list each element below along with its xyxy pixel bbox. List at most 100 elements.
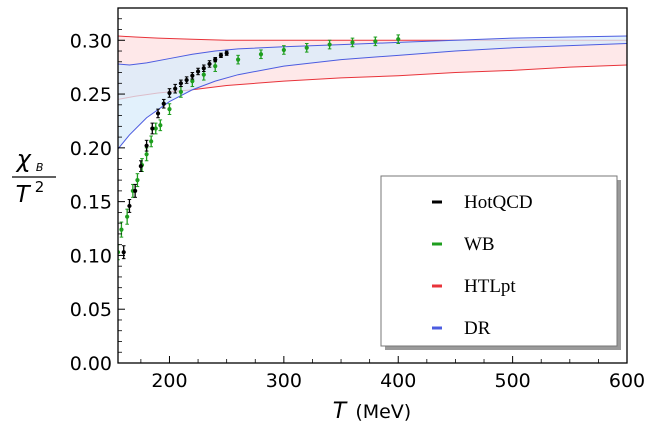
marker-hotqcd <box>190 73 195 78</box>
y-axis-title-denominator: T 2 <box>16 178 45 208</box>
marker-wb <box>135 178 140 183</box>
point-wb <box>167 103 172 115</box>
marker-hotqcd <box>133 188 138 193</box>
point-wb <box>236 54 241 65</box>
point-hotqcd <box>167 88 172 98</box>
point-hotqcd <box>190 72 195 80</box>
marker-hotqcd <box>155 111 161 116</box>
marker-hotqcd <box>127 203 132 209</box>
point-hotqcd <box>133 183 138 198</box>
band-dr <box>118 35 627 149</box>
marker-hotqcd <box>167 90 172 96</box>
point-hotqcd <box>218 52 224 58</box>
point-hotqcd <box>173 83 178 94</box>
point-hotqcd <box>207 60 212 68</box>
point-wb <box>396 34 401 44</box>
marker-wb <box>178 89 184 95</box>
x-tick-label: 300 <box>266 370 302 392</box>
marker-wb <box>149 139 154 144</box>
point-hotqcd <box>178 79 184 88</box>
marker-wb <box>236 57 241 62</box>
legend-swatch-htlpt <box>432 284 442 288</box>
legend-entry-wb: WB <box>432 234 495 255</box>
point-hotqcd <box>121 245 126 260</box>
point-wb <box>350 37 355 48</box>
marker-hotqcd <box>150 126 155 131</box>
marker-wb <box>373 39 378 44</box>
x-axis-title-unit: (MeV) <box>355 401 411 423</box>
x-tick-label: 500 <box>494 370 530 392</box>
legend-entry-hotqcd: HotQCD <box>432 192 533 213</box>
point-wb <box>125 208 130 225</box>
marker-wb <box>201 72 206 77</box>
y-tick-label: 0.30 <box>70 30 112 52</box>
legend-entry-dr: DR <box>432 318 491 339</box>
point-hotqcd <box>161 98 166 109</box>
marker-wb <box>125 214 130 219</box>
point-wb <box>119 221 124 238</box>
y-axis-title-chi: χ <box>15 145 32 173</box>
band-layer <box>118 35 627 150</box>
marker-hotqcd <box>207 61 212 67</box>
point-hotqcd <box>201 64 206 72</box>
y-tick-label: 0.00 <box>70 353 112 375</box>
y-axis-title-numerator: χ B <box>15 145 44 174</box>
marker-wb <box>153 126 158 131</box>
point-wb <box>258 49 264 60</box>
y-tick-label: 0.10 <box>70 245 112 267</box>
y-tick-label: 0.20 <box>70 138 112 160</box>
y-tick-label: 0.25 <box>70 84 112 106</box>
point-wb <box>373 36 378 47</box>
y-tick-label: 0.15 <box>70 192 112 214</box>
y-axis-title-t: T <box>16 182 32 208</box>
point-wb <box>158 119 163 132</box>
marker-hotqcd <box>121 250 126 255</box>
marker-wb <box>167 107 172 112</box>
marker-hotqcd <box>161 101 166 106</box>
point-wb <box>153 122 158 135</box>
marker-wb <box>304 45 309 50</box>
marker-hotqcd <box>138 164 143 169</box>
y-axis-title-subscript: B <box>36 161 44 174</box>
y-axis-title: χ B T 2 <box>12 145 56 208</box>
legend-label-hotqcd: HotQCD <box>464 192 533 213</box>
legend-swatch-hotqcd <box>432 200 442 204</box>
point-hotqcd <box>155 108 161 119</box>
ticks-layer: 200 300 400 500 600 0.00 0.05 0.10 0.15 0.20 0.25 0… <box>70 18 645 392</box>
marker-wb <box>258 52 264 57</box>
marker-hotqcd <box>178 81 184 86</box>
point-hotqcd <box>213 56 218 63</box>
marker-wb <box>144 152 149 157</box>
marker-wb <box>190 79 195 84</box>
marker-hotqcd <box>218 53 224 58</box>
y-tick-label: 0.05 <box>70 299 112 321</box>
point-wb <box>149 135 154 148</box>
plot-frame <box>117 7 628 364</box>
legend-swatch-dr <box>432 326 442 330</box>
marker-hotqcd <box>195 69 201 74</box>
point-wb <box>304 43 309 53</box>
marker-wb <box>281 47 286 53</box>
legend-label-wb: WB <box>464 234 495 255</box>
marker-hotqcd <box>184 77 189 83</box>
point-wb <box>281 45 286 55</box>
marker-hotqcd <box>213 57 218 62</box>
marker-wb <box>158 123 163 128</box>
x-axis-title-var: T <box>333 399 348 424</box>
legend-box <box>380 175 618 347</box>
point-hotqcd <box>195 67 201 76</box>
points-layer <box>118 34 401 261</box>
legend-label-dr: DR <box>464 318 491 339</box>
point-wb <box>135 173 140 188</box>
point-hotqcd <box>184 76 189 84</box>
marker-wb <box>119 227 124 232</box>
x-tick-label: 400 <box>380 370 416 392</box>
point-hotqcd <box>138 160 143 173</box>
marker-wb <box>396 37 401 42</box>
x-tick-label: 200 <box>151 370 187 392</box>
point-hotqcd <box>150 122 155 135</box>
marker-wb <box>213 63 218 69</box>
x-tick-label: 600 <box>609 370 645 392</box>
legend-label-htlpt: HTLpt <box>464 276 516 297</box>
